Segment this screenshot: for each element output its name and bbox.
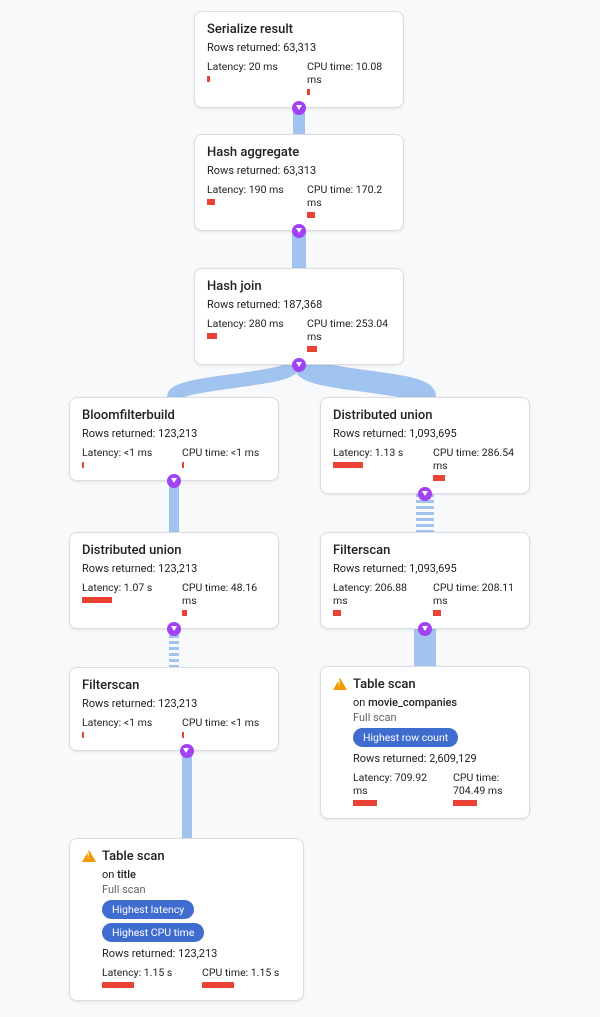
cpu-label: CPU time: 704.49 ms <box>453 771 533 797</box>
pill-highest-row-count: Highest row count <box>353 728 458 747</box>
node-distributed-union-left[interactable]: Distributed union Rows returned: 123,213… <box>69 532 279 629</box>
latency-label: Latency: 1.15 s <box>102 966 182 979</box>
latency-bar <box>207 333 217 339</box>
latency-bar <box>102 982 134 988</box>
cpu-label: CPU time: <1 ms <box>182 716 262 729</box>
chevron-down-icon[interactable] <box>292 358 306 372</box>
rows-returned: Rows returned: 2,609,129 <box>353 752 533 765</box>
rows-returned: Rows returned: 123,213 <box>82 427 266 440</box>
warning-icon <box>82 850 96 862</box>
node-title: Bloomfilterbuild <box>82 408 266 425</box>
cpu-label: CPU time: 170.2 ms <box>307 183 391 209</box>
warning-icon <box>333 678 347 690</box>
latency-label: Latency: 1.13 s <box>333 446 413 459</box>
node-distributed-union-right[interactable]: Distributed union Rows returned: 1,093,6… <box>320 397 530 494</box>
node-title: Hash aggregate <box>207 145 391 162</box>
rows-returned: Rows returned: 123,213 <box>102 947 291 960</box>
rows-returned: Rows returned: 1,093,695 <box>333 427 517 440</box>
node-title: Table scan <box>102 849 291 866</box>
chevron-down-icon[interactable] <box>418 487 432 501</box>
latency-bar <box>333 610 341 616</box>
cpu-bar <box>433 610 441 616</box>
cpu-label: CPU time: 1.15 s <box>202 966 282 979</box>
scan-type: Full scan <box>353 711 533 724</box>
latency-label: Latency: 20 ms <box>207 60 287 73</box>
cpu-label: CPU time: 286.54 ms <box>433 446 517 472</box>
latency-bar <box>82 732 84 738</box>
latency-bar <box>82 462 84 468</box>
cpu-bar <box>182 462 184 468</box>
chevron-down-icon[interactable] <box>418 622 432 636</box>
rows-returned: Rows returned: 123,213 <box>82 562 266 575</box>
cpu-label: CPU time: 10.08 ms <box>307 60 391 86</box>
cpu-label: CPU time: <1 ms <box>182 446 262 459</box>
latency-bar <box>353 800 377 806</box>
node-table-scan-movie-companies[interactable]: Table scan on movie_companies Full scan … <box>320 666 530 819</box>
rows-returned: Rows returned: 1,093,695 <box>333 562 517 575</box>
latency-label: Latency: <1 ms <box>82 446 162 459</box>
latency-label: Latency: <1 ms <box>82 716 162 729</box>
latency-label: Latency: 1.07 s <box>82 581 162 594</box>
cpu-bar <box>307 346 317 352</box>
latency-bar <box>82 597 112 603</box>
table-on: on title <box>102 868 291 881</box>
node-table-scan-title[interactable]: Table scan on title Full scan Highest la… <box>69 838 304 1001</box>
latency-label: Latency: 709.92 ms <box>353 771 433 797</box>
chevron-down-icon[interactable] <box>292 224 306 238</box>
node-serialize-result[interactable]: Serialize result Rows returned: 63,313 L… <box>194 11 404 108</box>
cpu-label: CPU time: 253.04 ms <box>307 317 391 343</box>
pill-highest-latency: Highest latency <box>102 900 194 919</box>
table-on: on movie_companies <box>353 696 533 709</box>
latency-bar <box>207 199 215 205</box>
latency-label: Latency: 280 ms <box>207 317 287 330</box>
cpu-bar <box>433 475 445 481</box>
node-title: Distributed union <box>82 543 266 560</box>
cpu-label: CPU time: 48.16 ms <box>182 581 266 607</box>
latency-label: Latency: 206.88 ms <box>333 581 413 607</box>
cpu-bar <box>307 89 310 95</box>
cpu-bar <box>307 212 315 218</box>
chevron-down-icon[interactable] <box>180 744 194 758</box>
rows-returned: Rows returned: 187,368 <box>207 298 391 311</box>
latency-bar <box>207 76 210 82</box>
cpu-label: CPU time: 208.11 ms <box>433 581 517 607</box>
rows-returned: Rows returned: 63,313 <box>207 41 391 54</box>
cpu-bar <box>202 982 234 988</box>
rows-returned: Rows returned: 123,213 <box>82 697 266 710</box>
cpu-bar <box>182 732 184 738</box>
node-title: Distributed union <box>333 408 517 425</box>
node-bloomfilterbuild[interactable]: Bloomfilterbuild Rows returned: 123,213 … <box>69 397 279 481</box>
node-hash-aggregate[interactable]: Hash aggregate Rows returned: 63,313 Lat… <box>194 134 404 231</box>
chevron-down-icon[interactable] <box>292 101 306 115</box>
edge <box>182 751 192 838</box>
scan-type: Full scan <box>102 883 291 896</box>
node-filterscan-left[interactable]: Filterscan Rows returned: 123,213 Latenc… <box>69 667 279 751</box>
cpu-bar <box>182 610 187 616</box>
node-title: Hash join <box>207 279 391 296</box>
node-title: Table scan <box>353 677 533 694</box>
node-title: Filterscan <box>82 678 266 695</box>
node-title: Serialize result <box>207 22 391 39</box>
chevron-down-icon[interactable] <box>167 622 181 636</box>
chevron-down-icon[interactable] <box>167 474 181 488</box>
latency-label: Latency: 190 ms <box>207 183 287 196</box>
node-hash-join[interactable]: Hash join Rows returned: 187,368 Latency… <box>194 268 404 365</box>
latency-bar <box>333 462 363 468</box>
rows-returned: Rows returned: 63,313 <box>207 164 391 177</box>
pill-highest-cpu: Highest CPU time <box>102 923 204 942</box>
node-filterscan-right[interactable]: Filterscan Rows returned: 1,093,695 Late… <box>320 532 530 629</box>
edge <box>169 481 179 532</box>
cpu-bar <box>453 800 477 806</box>
node-title: Filterscan <box>333 543 517 560</box>
